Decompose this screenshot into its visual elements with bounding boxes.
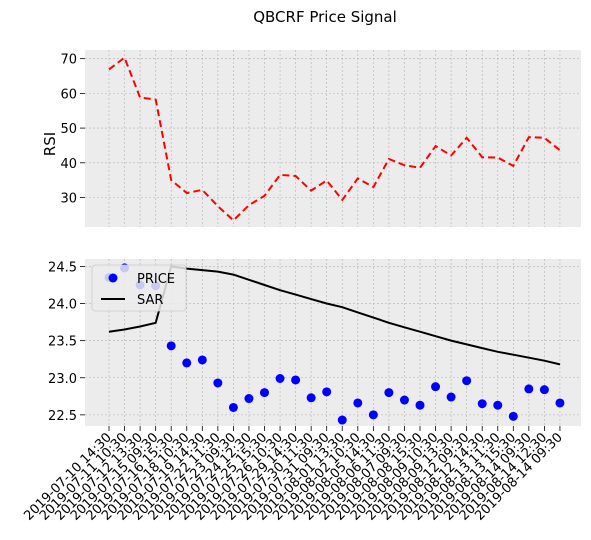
- price-point: [508, 411, 518, 421]
- price-point: [182, 358, 192, 368]
- price-point: [477, 399, 487, 409]
- price-y-ticks: 22.5 23.0 23.5 24.0 24.5: [48, 260, 85, 424]
- price-grid: [85, 259, 581, 426]
- price-point: [228, 402, 238, 412]
- legend-sar-label: SAR: [137, 293, 163, 308]
- price-sar-panel: 22.5 23.0 23.5 24.0 24.5 2019-07-10 14:30201…: [21, 259, 581, 524]
- price-point: [446, 392, 456, 402]
- legend-price-marker: [108, 273, 118, 283]
- price-point: [166, 341, 176, 351]
- price-point: [244, 394, 254, 404]
- price-point: [384, 388, 394, 398]
- price-point: [197, 355, 207, 365]
- rsi-y-axis-label: RSI: [41, 132, 59, 156]
- price-y-tick-label: 23.0: [48, 372, 77, 387]
- legend-price-label: PRICE: [137, 272, 175, 287]
- rsi-panel: 30 40 50 60 70 RSI: [41, 50, 581, 227]
- price-point: [493, 400, 503, 410]
- rsi-y-tick-label: 50: [60, 122, 77, 137]
- rsi-y-tick-label: 60: [60, 87, 77, 102]
- price-point: [291, 375, 301, 385]
- price-point: [524, 384, 534, 394]
- legend: PRICE SAR: [91, 264, 187, 312]
- price-point: [260, 388, 269, 398]
- price-point: [462, 376, 472, 386]
- rsi-line: [108, 56, 561, 222]
- rsi-y-ticks: 30 40 50 60 70: [60, 53, 85, 207]
- price-point: [539, 385, 549, 395]
- price-point: [275, 373, 285, 383]
- price-point: [353, 398, 363, 408]
- price-point: [555, 398, 565, 408]
- price-y-tick-label: 22.5: [48, 409, 77, 424]
- rsi-y-tick-label: 40: [60, 157, 77, 172]
- price-point: [431, 382, 441, 392]
- price-point: [415, 400, 425, 410]
- price-y-tick-label: 24.5: [48, 260, 77, 275]
- price-point: [368, 410, 378, 420]
- price-y-tick-label: 24.0: [48, 298, 77, 313]
- chart-title: QBCRF Price Signal: [253, 8, 397, 26]
- price-y-tick-label: 23.5: [48, 335, 77, 350]
- price-point: [322, 387, 332, 397]
- price-point: [306, 393, 316, 403]
- price-point: [399, 395, 409, 405]
- rsi-y-tick-label: 70: [60, 53, 77, 68]
- price-point: [337, 415, 347, 425]
- rsi-plot-area: [85, 50, 581, 227]
- rsi-y-tick-label: 30: [60, 192, 77, 207]
- price-point: [213, 378, 223, 388]
